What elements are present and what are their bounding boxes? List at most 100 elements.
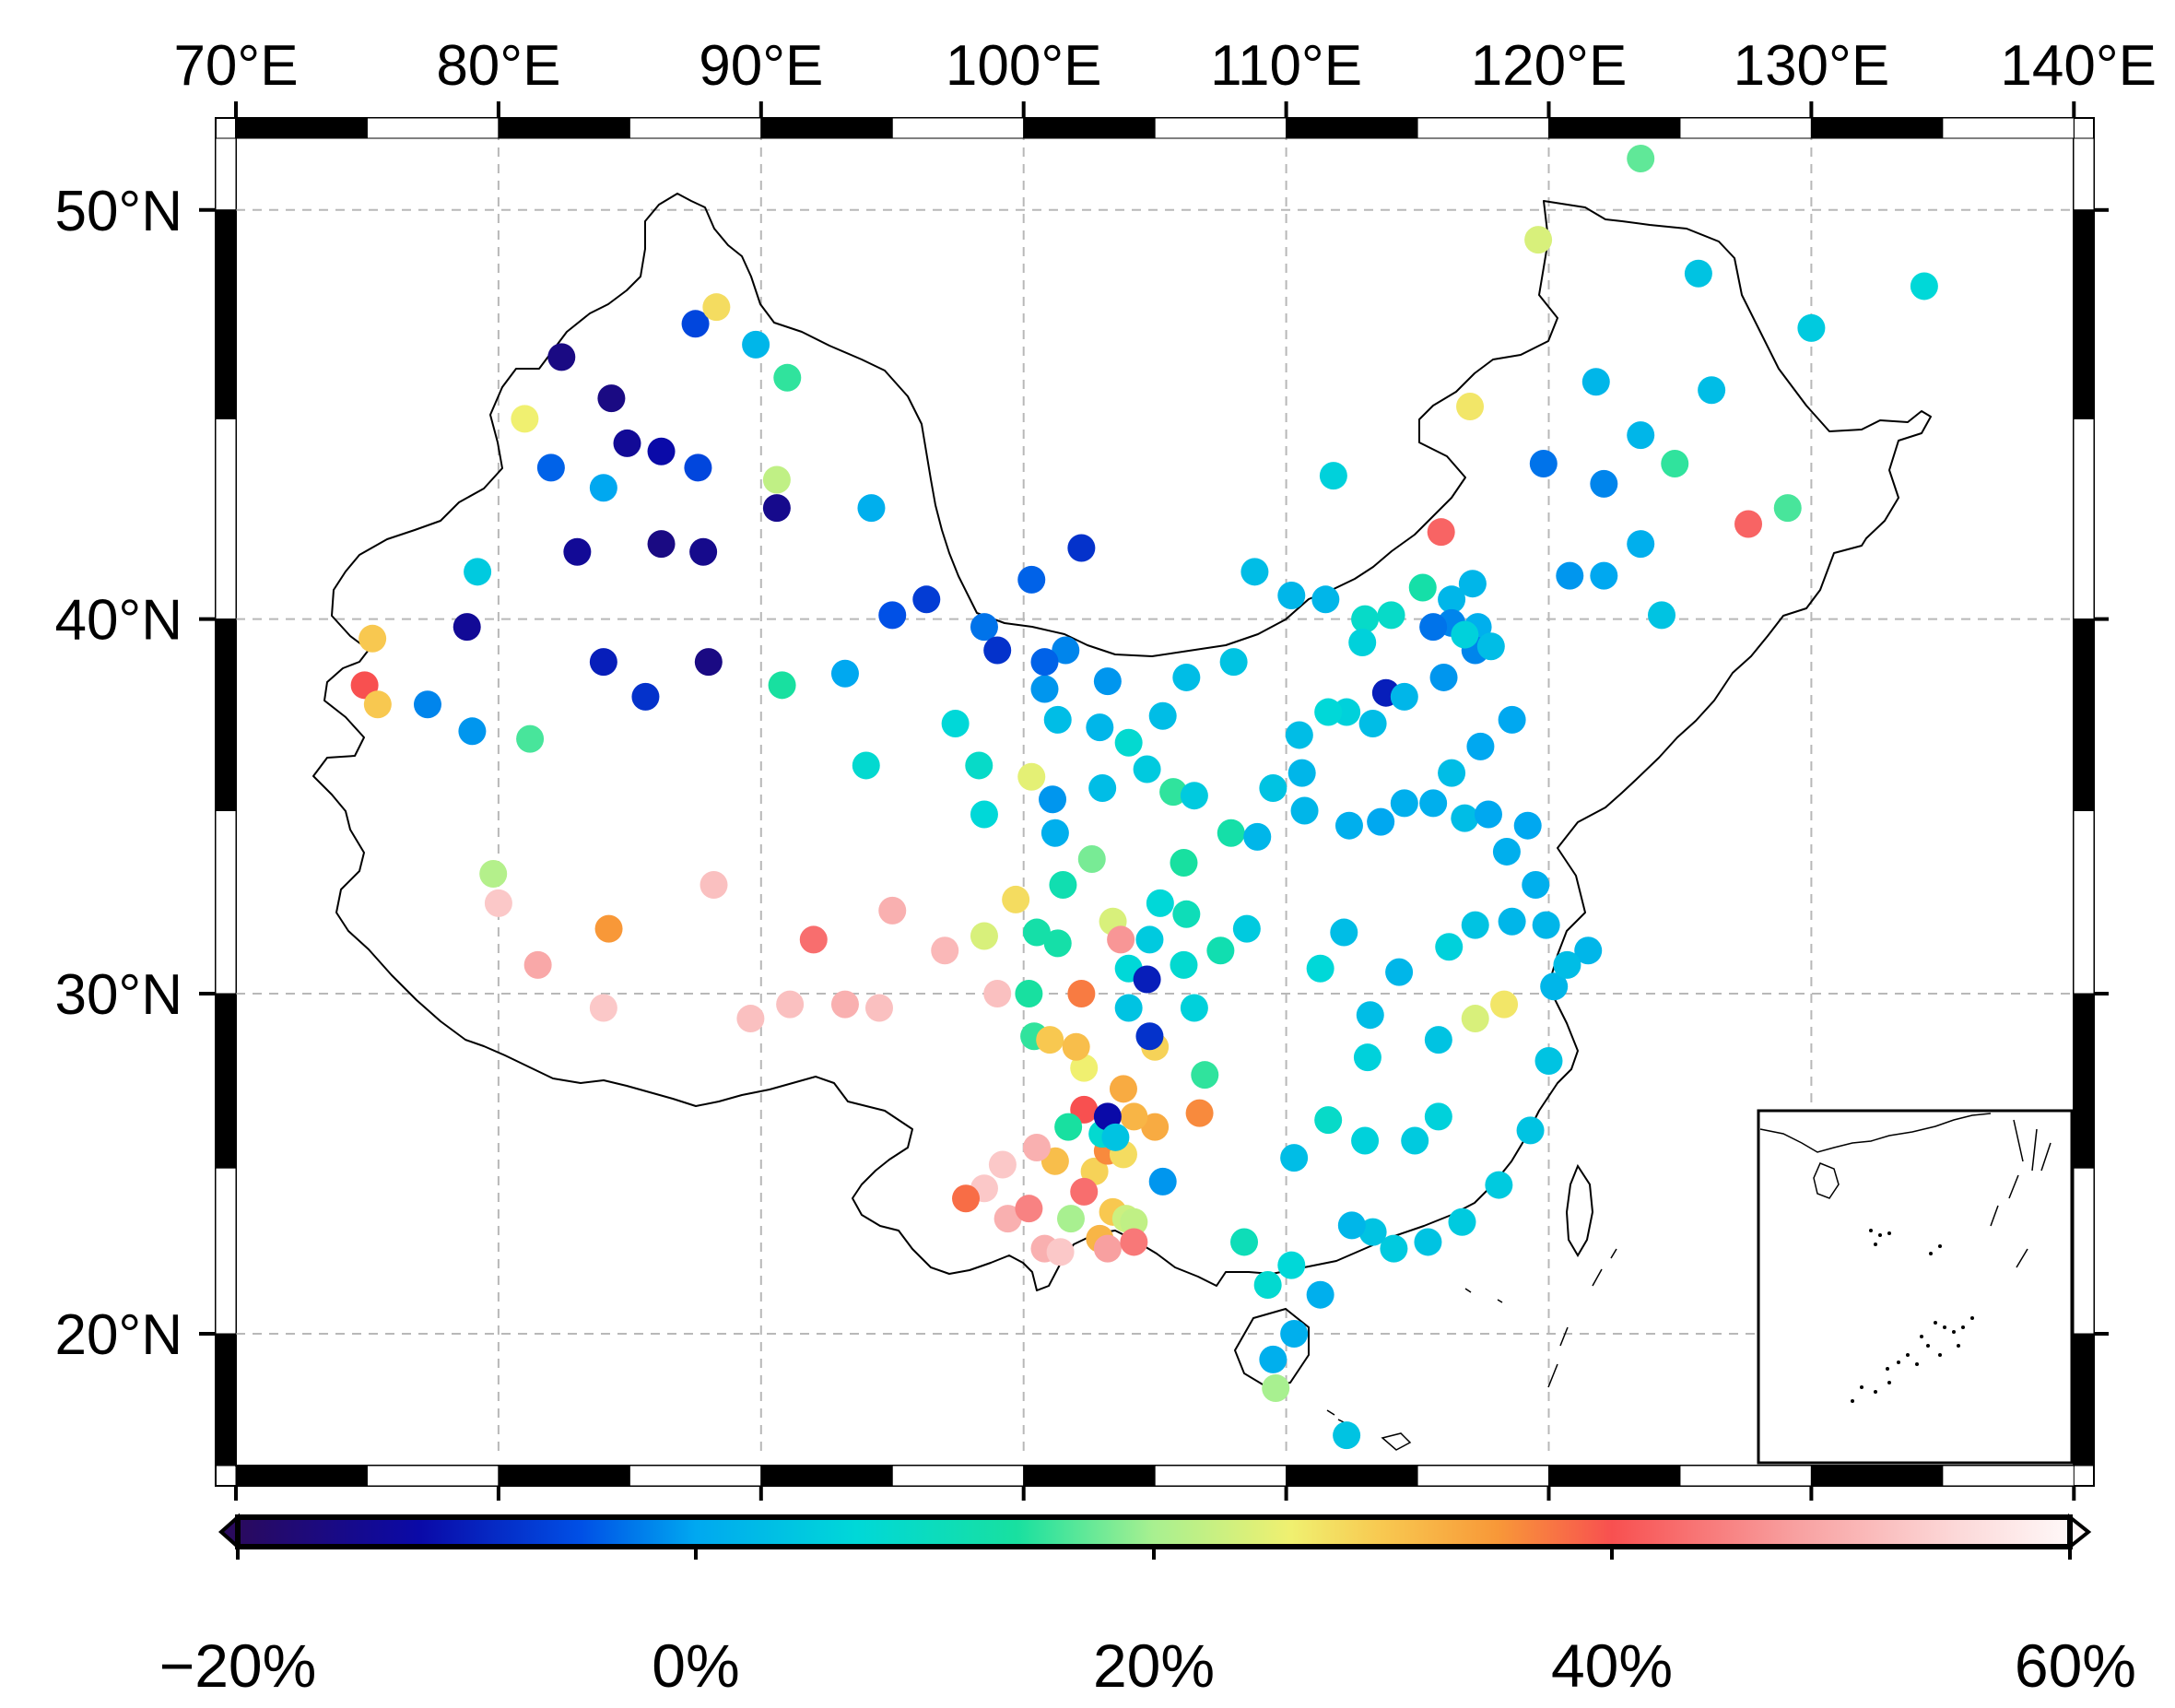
station-point: [1120, 1207, 1148, 1236]
station-point: [776, 990, 805, 1019]
station-point: [689, 537, 718, 566]
frame-segment-bottom: [1679, 1465, 1812, 1487]
station-point: [1107, 925, 1135, 954]
frame-segment-right: [2073, 418, 2095, 620]
frame-segment-top: [498, 117, 630, 139]
station-point: [768, 671, 796, 700]
inset-island: [1874, 1243, 1877, 1246]
station-point: [931, 936, 959, 965]
station-point: [1133, 965, 1161, 994]
station-point: [1627, 421, 1655, 450]
lon-label: 110°E: [1210, 34, 1362, 98]
station-point: [1529, 449, 1558, 477]
inset-island: [1887, 1231, 1891, 1235]
station-point: [1356, 1001, 1384, 1030]
station-point: [1910, 272, 1938, 300]
frame-segment-right: [2073, 618, 2095, 811]
station-point: [1490, 990, 1519, 1019]
frame-segment-bottom: [1286, 1465, 1418, 1487]
station-point: [1080, 1157, 1109, 1185]
frame-segment-right: [2073, 137, 2095, 211]
station-point: [799, 925, 828, 954]
station-point: [1030, 675, 1059, 703]
colorbar-bar: [235, 1514, 2073, 1549]
station-point: [458, 717, 487, 746]
inset-island: [1878, 1233, 1882, 1237]
station-point: [613, 429, 641, 457]
longitude-labels: 70°E 80°E 90°E 100°E 110°E 120°E 130°E 140°E: [173, 34, 2157, 98]
colorbar-tick-label: −20%: [159, 1631, 317, 1700]
station-point: [1390, 789, 1418, 818]
station-point: [878, 896, 907, 925]
station-point: [830, 990, 859, 1019]
frame-segment-bottom: [891, 1465, 1025, 1487]
frame-checker-border: [199, 101, 2109, 1501]
inset-island: [1906, 1353, 1910, 1357]
station-point: [1492, 837, 1521, 866]
station-point: [952, 1184, 981, 1213]
lon-label: 120°E: [1471, 34, 1628, 98]
station-point: [1419, 789, 1448, 818]
station-point: [1180, 994, 1208, 1022]
station-point: [970, 800, 998, 829]
station-point: [1135, 1022, 1164, 1051]
frame-segment-top: [891, 117, 1025, 139]
station-point: [1524, 226, 1553, 254]
frame-segment-top: [1154, 117, 1287, 139]
inset-island: [1938, 1244, 1942, 1248]
lon-label: 130°E: [1734, 34, 1890, 98]
station-point: [1049, 871, 1077, 900]
station-point: [1534, 1046, 1563, 1075]
station-point: [1661, 449, 1689, 477]
station-point: [1424, 1102, 1452, 1131]
inset-island: [1920, 1335, 1923, 1338]
station-point: [1429, 663, 1458, 691]
south-china-sea-inset: [1757, 1109, 2074, 1465]
station-point: [1191, 1061, 1219, 1090]
lon-label: 140°E: [2000, 34, 2157, 98]
station-point: [647, 437, 676, 465]
station-point: [1461, 1005, 1489, 1033]
station-point: [1219, 648, 1248, 677]
frame-segment-bottom: [1154, 1465, 1287, 1487]
frame-segment-left: [215, 209, 237, 419]
frame-segment-top: [1679, 117, 1812, 139]
frame-segment-top: [366, 117, 500, 139]
station-point: [1114, 728, 1143, 757]
frame-segment-bottom: [1023, 1465, 1156, 1487]
station-point: [830, 659, 859, 688]
station-point: [536, 454, 565, 482]
station-point: [1348, 629, 1377, 657]
frame-segment-top: [1810, 117, 1944, 139]
station-point: [1022, 918, 1051, 947]
station-point: [1590, 561, 1618, 590]
station-point: [1259, 774, 1287, 803]
station-point: [1353, 1043, 1381, 1072]
station-point: [1330, 918, 1358, 947]
station-point: [1022, 1133, 1051, 1161]
station-point: [1141, 1113, 1170, 1141]
lon-label: 70°E: [173, 34, 298, 98]
station-point: [1217, 819, 1245, 847]
china-outline: [312, 193, 1932, 1291]
station-point: [1054, 1113, 1083, 1141]
station-point: [1172, 663, 1201, 691]
station-point: [762, 494, 791, 523]
station-point: [1337, 1211, 1366, 1240]
station-point: [694, 648, 723, 677]
station-point: [865, 994, 894, 1022]
station-point: [1385, 958, 1414, 986]
station-point: [1627, 530, 1655, 559]
station-point: [1277, 1251, 1306, 1279]
inset-island: [1943, 1325, 1946, 1329]
station-point: [1287, 759, 1316, 787]
station-point: [563, 537, 592, 566]
station-point: [1698, 376, 1726, 405]
frame-segment-left: [215, 137, 237, 211]
frame-segment-left: [215, 418, 237, 620]
station-point: [1043, 705, 1072, 734]
station-point: [1077, 844, 1106, 873]
station-point: [1532, 911, 1560, 939]
station-point: [1285, 721, 1313, 749]
